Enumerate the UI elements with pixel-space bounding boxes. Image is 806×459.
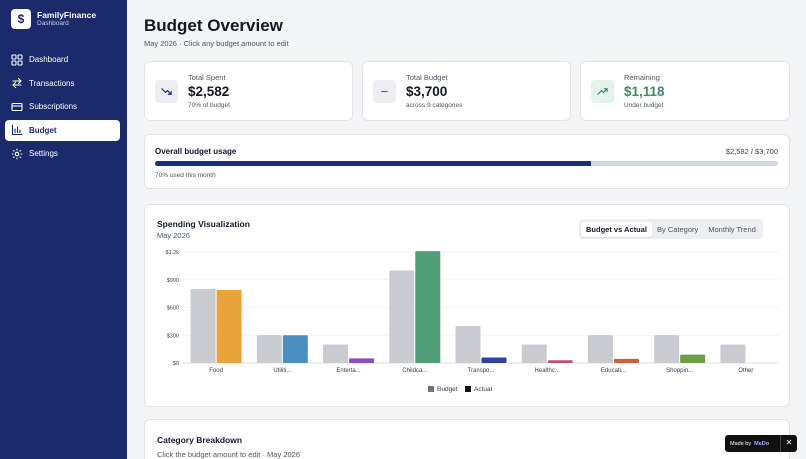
bar-actual: [680, 354, 706, 363]
bar-actual: [349, 358, 375, 363]
usage-progress-bar: [155, 161, 778, 166]
bar-budget: [654, 335, 680, 363]
sidebar-item-dashboard[interactable]: Dashboard: [5, 49, 120, 70]
legend-swatch-budget: [428, 386, 434, 392]
y-tick-label: $0: [173, 361, 179, 367]
stat-value: $1,118: [624, 84, 665, 99]
x-tick-label: Other: [738, 368, 753, 374]
bar-budget: [389, 270, 415, 363]
usage-progress-fill: [155, 161, 592, 166]
bar-chart-icon: [11, 124, 23, 136]
bar-actual: [282, 335, 308, 363]
viz-title: Spending Visualization: [157, 219, 250, 229]
bar-budget: [455, 326, 481, 363]
legend-label-budget: Budget: [437, 386, 458, 393]
sidebar: $ FamilyFinance Dashboard Dashboard Tran…: [0, 0, 127, 459]
sidebar-item-budget[interactable]: Budget: [5, 119, 120, 141]
stat-note: across 9 categories: [406, 102, 463, 109]
sidebar-item-label: Transactions: [29, 78, 75, 88]
stat-card-total-budget: Total Budget $3,700 across 9 categories: [362, 61, 571, 121]
trend-up-icon: [591, 80, 614, 103]
usage-total: $2,582 / $3,700: [725, 147, 778, 156]
made-by-prefix: Made by: [730, 440, 752, 447]
y-tick-label: $1.2k: [166, 250, 180, 256]
sidebar-item-transactions[interactable]: Transactions: [5, 73, 120, 94]
breakdown-subtitle: Click the budget amount to edit · May 20…: [157, 450, 300, 459]
y-tick-label: $600: [167, 306, 179, 312]
bar-budget: [587, 335, 613, 363]
stat-value: $2,582: [188, 84, 230, 99]
stat-label: Total Budget: [406, 73, 448, 82]
page-subtitle: May 2026 · Click any budget amount to ed…: [144, 39, 289, 48]
close-icon[interactable]: ✕: [785, 438, 793, 447]
y-tick-label: $900: [167, 278, 179, 284]
card-icon: [11, 101, 23, 113]
legend-swatch-actual: [465, 386, 471, 392]
x-tick-label: Food: [209, 368, 223, 374]
x-tick-label: Shoppin...: [666, 368, 693, 374]
dollar-logo-icon: $: [11, 9, 31, 29]
page-title: Budget Overview: [144, 16, 283, 35]
chart-view-tabs: Budget vs Actual By Category Monthly Tre…: [579, 219, 763, 239]
stat-note: 70% of budget: [188, 102, 230, 109]
brand-subtitle: Dashboard: [37, 20, 69, 27]
sidebar-item-label: Dashboard: [29, 55, 69, 64]
x-tick-label: Utiliti...: [273, 368, 291, 374]
stat-value: $3,700: [406, 84, 448, 99]
bar-actual: [216, 289, 242, 363]
x-tick-label: Educati...: [601, 368, 626, 374]
made-by-brand: MeDo: [754, 440, 770, 447]
tab-by-category[interactable]: By Category: [656, 224, 699, 234]
sidebar-item-settings[interactable]: Settings: [5, 143, 120, 164]
bar-budget: [256, 335, 282, 363]
x-tick-label: Transpo...: [468, 368, 495, 374]
sidebar-item-label: Budget: [29, 125, 57, 135]
stat-card-remaining: Remaining $1,118 Under budget: [580, 61, 790, 121]
spending-visualization-card: $0 $300 $600 $900 $1.2k Food Utiliti... Enterta…: [144, 204, 790, 407]
bar-actual: [415, 251, 441, 363]
bar-actual: [613, 358, 639, 363]
sidebar-nav: Dashboard Transactions Subscriptions Bud…: [5, 49, 120, 167]
y-tick-label: $300: [167, 333, 179, 339]
brand[interactable]: $ FamilyFinance Dashboard: [11, 9, 96, 29]
budget-usage-card: Overall budget usage $2,582 / $3,700 70%…: [144, 134, 790, 189]
viz-subtitle: May 2026: [157, 231, 190, 240]
x-tick-label: Healthc...: [535, 368, 561, 374]
bar-actual: [481, 357, 507, 363]
usage-note: 70% used this month: [155, 172, 216, 179]
tab-budget-vs-actual[interactable]: Budget vs Actual: [581, 221, 652, 237]
legend-label-actual: Actual: [474, 386, 493, 393]
bar-budget: [323, 344, 349, 363]
brand-name: FamilyFinance: [37, 10, 97, 20]
minus-icon: [373, 80, 396, 103]
arrows-icon: [11, 77, 23, 89]
budget-vs-actual-chart: $0 $300 $600 $900 $1.2k Food Utiliti... Enterta…: [166, 250, 779, 393]
bar-actual: [547, 360, 573, 363]
usage-title: Overall budget usage: [155, 147, 237, 156]
bar-budget: [720, 344, 746, 363]
sidebar-item-label: Subscriptions: [29, 102, 78, 112]
bar-budget: [190, 289, 216, 363]
x-tick-label: Enterta...: [336, 368, 361, 374]
main-content: Budget Overview May 2026 · Click any bud…: [127, 0, 806, 459]
trend-down-icon: [155, 80, 178, 103]
gear-icon: [11, 148, 23, 160]
stat-label: Remaining: [624, 73, 660, 82]
x-tick-label: Childca...: [402, 368, 427, 374]
badge-divider: [780, 435, 781, 452]
sidebar-item-subscriptions[interactable]: Subscriptions: [5, 96, 120, 117]
breakdown-title: Category Breakdown: [157, 435, 243, 445]
stat-label: Total Spent: [188, 73, 226, 82]
category-breakdown-card: Category Breakdown Click the budget amou…: [144, 419, 790, 459]
sidebar-item-label: Settings: [29, 149, 58, 159]
stat-note: Under budget: [624, 102, 664, 109]
grid-icon: [11, 53, 23, 66]
bar-budget: [521, 344, 547, 363]
tab-monthly-trend[interactable]: Monthly Trend: [708, 224, 756, 234]
made-by-badge[interactable]: Made by MeDo ✕: [725, 435, 797, 452]
stat-card-total-spent: Total Spent $2,582 70% of budget: [144, 61, 353, 121]
